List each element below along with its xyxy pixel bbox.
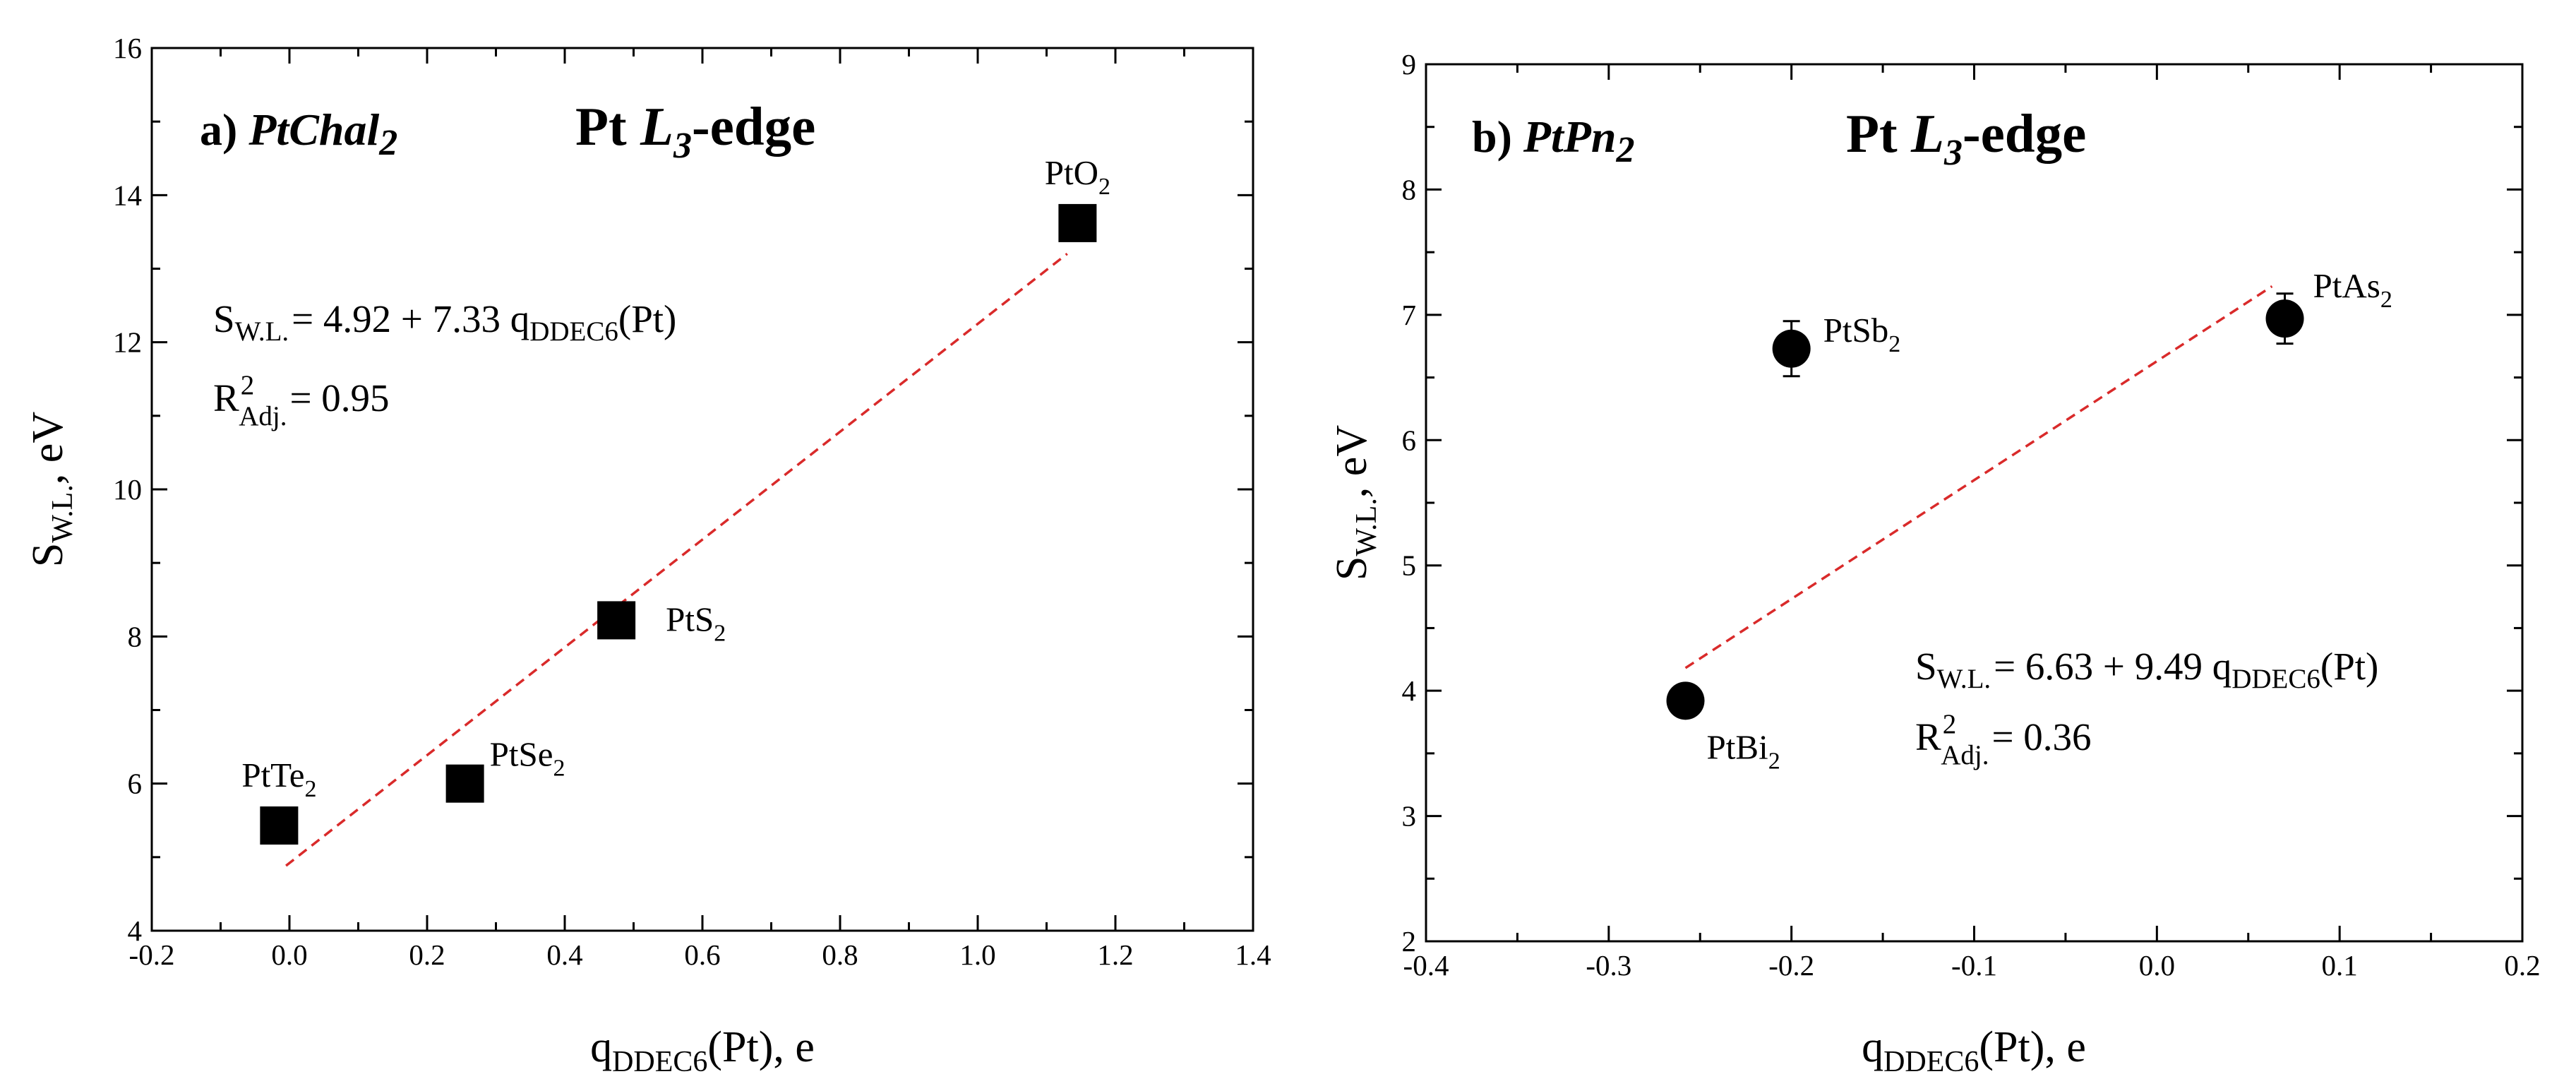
x-tick-label: 1.4 xyxy=(1235,938,1271,971)
data-point-pto2 xyxy=(1058,203,1097,242)
y-tick-label: 5 xyxy=(1402,549,1417,582)
y-tick-label: 6 xyxy=(128,768,143,800)
panel-a-ticks xyxy=(150,47,1254,932)
x-tick-label: 0.0 xyxy=(271,938,307,971)
x-tick-label: -0.4 xyxy=(1403,949,1449,982)
panel-a-r2-text: R2 Adj.= 0.95 xyxy=(213,370,389,431)
panel-b-edge-title: Pt L3-edge xyxy=(1846,103,2086,173)
y-tick-label: 6 xyxy=(1402,424,1417,456)
x-tick-label: -0.2 xyxy=(129,938,175,971)
y-tick-label: 4 xyxy=(128,914,143,947)
data-point-ptsb2 xyxy=(1772,329,1811,368)
panel-a-fit-line-group xyxy=(285,252,1068,867)
panel-b-fit-line-group xyxy=(1684,285,2273,669)
y-tick-label: 12 xyxy=(113,326,142,359)
panel-a-data-points: PtTe2 PtSe2 PtS2 PtO2 xyxy=(241,153,1110,845)
panel-b-y-axis-title: SW.L., eV xyxy=(1328,425,1383,580)
x-tick-label: 0.0 xyxy=(2139,949,2175,982)
y-tick-label: 8 xyxy=(128,620,143,652)
y-tick-label: 2 xyxy=(1402,925,1417,958)
panel-b-data-points: PtBi2 PtSb2 PtAs2 xyxy=(1666,266,2392,774)
panel-a-edge-title: Pt L3-edge xyxy=(575,96,815,166)
panel-b-label: b) PtPn2 xyxy=(1472,112,1634,170)
point-label-ptbi2: PtBi2 xyxy=(1707,727,1780,774)
point-label-pto2: PtO2 xyxy=(1045,153,1110,200)
data-point-ptas2 xyxy=(2265,299,2304,338)
point-label-ptse2: PtSe2 xyxy=(490,735,565,782)
y-tick-label: 9 xyxy=(1402,48,1417,81)
data-point-ptte2 xyxy=(260,806,299,845)
data-point-pts2 xyxy=(597,601,636,640)
panel-b-fit-equation: SW.L.= 6.63 + 9.49 qDDEC6(Pt) xyxy=(1915,645,2378,694)
panel-b-tick-labels: -0.4 -0.3 -0.2 -0.1 0.0 0.1 0.2 2 3 4 5 6 7 8 9 xyxy=(1402,48,2541,982)
point-label-pts2: PtS2 xyxy=(666,600,726,646)
y-tick-label: 7 xyxy=(1402,299,1417,331)
x-tick-label: 0.1 xyxy=(2322,949,2358,982)
data-point-ptse2 xyxy=(445,764,484,803)
panel-a-x-axis-title: qDDEC6(Pt), e xyxy=(590,1023,815,1078)
x-tick-label: 0.2 xyxy=(409,938,445,971)
panel-a: -0.2 0.0 0.2 0.4 0.6 0.8 1.0 1.2 1.446810121416 … xyxy=(24,32,1271,1078)
y-tick-label: 3 xyxy=(1402,800,1417,833)
panel-b-ticks xyxy=(1425,63,2524,943)
panel-b-x-axis-title: qDDEC6(Pt), e xyxy=(1862,1023,2086,1078)
x-tick-label: 1.2 xyxy=(1097,938,1133,971)
data-point-ptbi2 xyxy=(1666,681,1705,720)
x-tick-label: 1.0 xyxy=(959,938,995,971)
point-label-ptas2: PtAs2 xyxy=(2313,266,2392,313)
y-tick-label: 4 xyxy=(1402,674,1417,707)
x-tick-label: -0.1 xyxy=(1951,949,1997,982)
panel-b-plot-frame xyxy=(1425,63,2524,943)
x-tick-label: -0.3 xyxy=(1586,949,1631,982)
x-tick-label: 0.4 xyxy=(546,938,582,971)
y-tick-label: 16 xyxy=(113,32,142,64)
y-tick-label: 10 xyxy=(113,473,142,506)
y-tick-label: 14 xyxy=(113,179,142,211)
panel-a-tick-labels: -0.2 0.0 0.2 0.4 0.6 0.8 1.0 1.2 1.4 4 6 8 10 12 14 16 xyxy=(113,32,1271,971)
fit-line xyxy=(285,252,1068,867)
panel-a-y-axis-title: SW.L., eV xyxy=(24,412,79,567)
panel-b-r2-text: R2 Adj.= 0.36 xyxy=(1915,709,2091,770)
x-tick-label: -0.2 xyxy=(1768,949,1814,982)
fit-line xyxy=(1684,285,2273,669)
panel-a-label: a) PtChal2 xyxy=(200,105,397,163)
point-label-ptsb2: PtSb2 xyxy=(1823,311,1901,357)
point-label-ptte2: PtTe2 xyxy=(241,756,316,802)
y-tick-label: 8 xyxy=(1402,173,1417,205)
x-tick-label: 0.6 xyxy=(684,938,720,971)
panel-a-fit-equation: SW.L.= 4.92 + 7.33 qDDEC6(Pt) xyxy=(213,297,676,347)
x-tick-label: 0.2 xyxy=(2504,949,2540,982)
x-tick-label: 0.8 xyxy=(822,938,858,971)
